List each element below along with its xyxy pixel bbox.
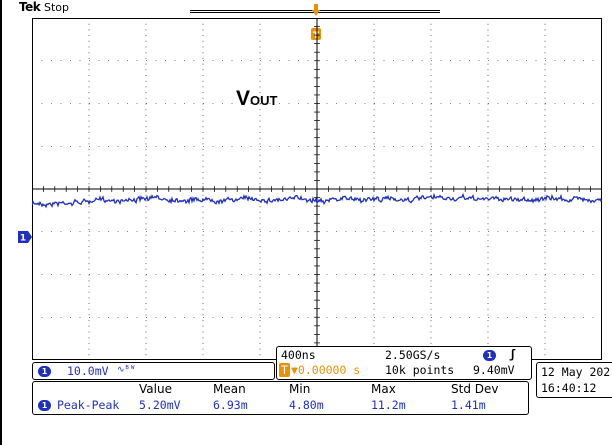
trigger-position-marker[interactable]: T [311,4,321,44]
sample-rate: 2.50GS/s [385,348,441,362]
meas-header-max: Max [371,382,396,396]
measurement-panel[interactable]: Value Mean Min Max Std Dev 1 Peak-Peak 5… [32,381,529,415]
record-length: 10k points [385,363,455,377]
date-time-readout: 12 May 202 16:40:12 [536,362,612,398]
svg-text:T: T [313,31,320,41]
trigger-offset: ▼0.00000 s [291,363,361,377]
trigger-t-badge: T [279,363,290,377]
meas-header-mean: Mean [213,382,246,396]
meas-header-min: Min [289,382,311,396]
meas-ch1-badge: 1 [38,400,51,411]
date: 12 May 202 [541,365,611,379]
ch1-waveform-trace [32,192,602,209]
meas-mean: 6.93m [213,398,248,412]
ch1-badge: 1 [38,366,51,377]
meas-min: 4.80m [289,398,324,412]
ch1-ground-marker[interactable]: 1 [18,231,32,243]
screen-left-border [0,0,2,445]
ch1-scale: 10.0mV [67,364,109,378]
graticule-grid [32,18,602,360]
svg-text:1: 1 [20,234,26,244]
meas-max: 11.2m [371,398,406,412]
coupling-icon: ∿ᴮᵂ [117,365,136,375]
time: 16:40:12 [541,381,597,395]
tek-logo: Tek [19,0,41,14]
meas-header-std-dev: Std Dev [451,382,499,396]
meas-value: 5.20mV [139,398,181,412]
channel-scale-readout[interactable]: 1 10.0mV ∿ᴮᵂ [32,362,275,380]
trigger-source-badge: 1 [483,350,496,361]
meas-std-dev: 1.41m [451,398,486,412]
trigger-level: 9.40mV [473,363,515,377]
time-per-division: 400ns [281,348,316,362]
meas-header-value: Value [139,382,172,396]
waveform-graticule [32,18,602,360]
trigger-slope-icon: ʃ [509,347,516,361]
vout-annotation: VOUT [236,87,278,110]
timebase-readout[interactable]: 400ns 2.50GS/s 1 ʃ T ▼0.00000 s 10k poin… [276,346,532,380]
acquisition-status: Stop [44,1,70,14]
meas-name: Peak-Peak [57,398,120,412]
